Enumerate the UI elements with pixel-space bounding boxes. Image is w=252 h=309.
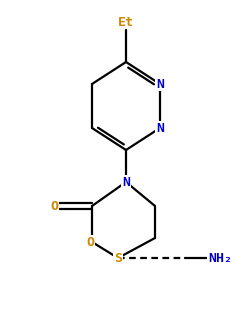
Text: O: O <box>86 235 94 248</box>
Text: N: N <box>155 121 163 134</box>
Text: O: O <box>50 200 58 213</box>
Text: N: N <box>155 78 163 91</box>
Text: N: N <box>121 176 130 188</box>
Text: Et: Et <box>117 15 134 28</box>
Text: NH₂: NH₂ <box>207 252 231 265</box>
Text: S: S <box>114 252 121 265</box>
